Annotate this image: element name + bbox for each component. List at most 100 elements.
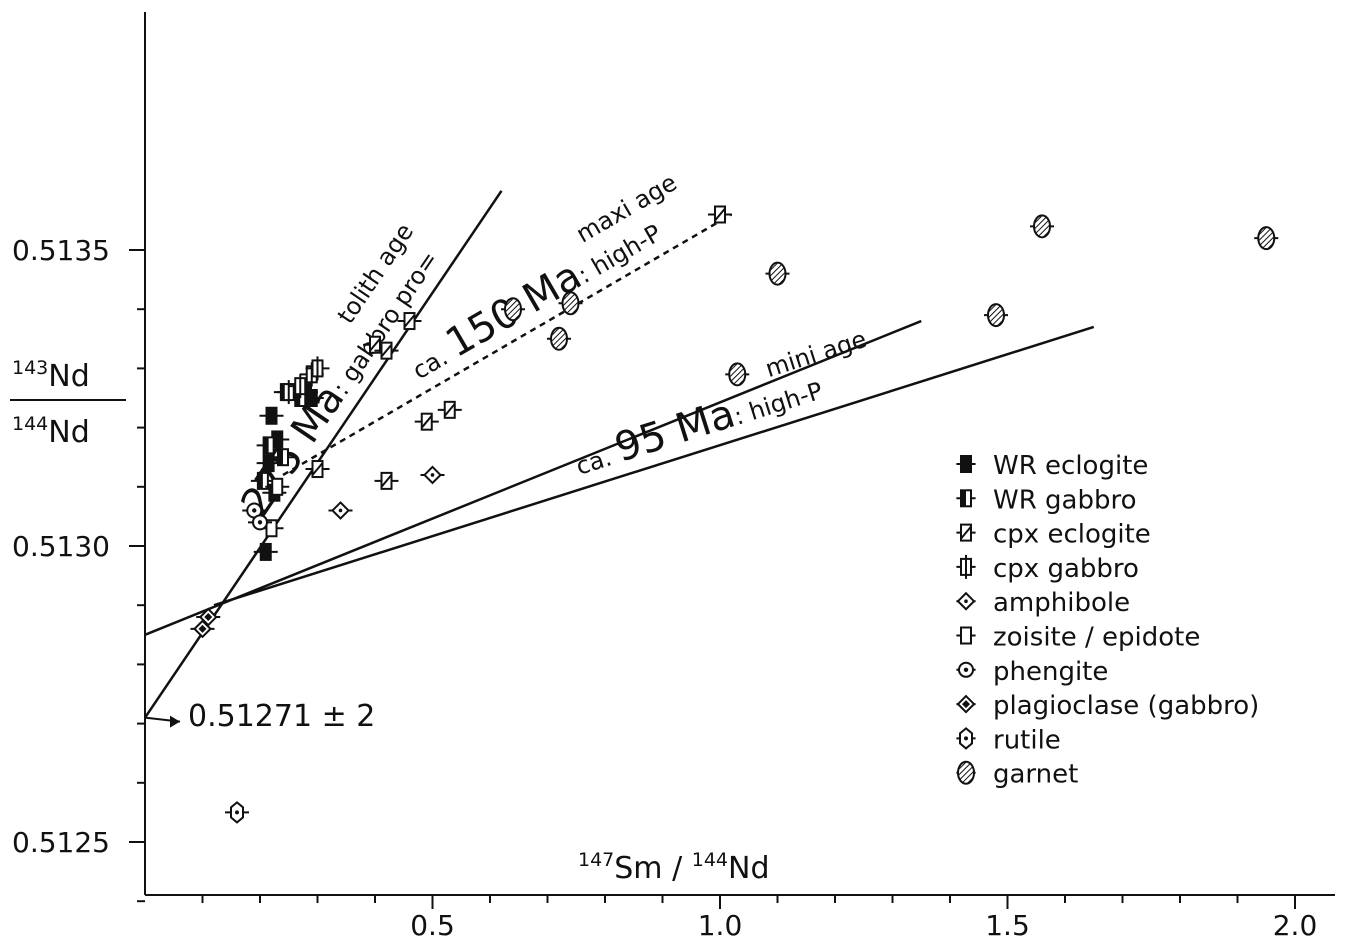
x-label-sup1: 147 (578, 849, 614, 871)
x-label-slash: / (663, 851, 692, 886)
marker-shape (265, 406, 278, 425)
legend-label: phengite (993, 657, 1108, 687)
isochron-line-1 (282, 213, 733, 477)
point-diamond (190, 619, 215, 639)
marker-hatch (960, 525, 972, 540)
marker-dot (964, 736, 968, 741)
x-tick-label: 0.5 (410, 909, 455, 942)
marker-shape (504, 297, 522, 322)
point-diamond-dot (328, 501, 353, 520)
legend-label: WR gabbro (993, 485, 1137, 515)
legend-marker-plus-square (956, 554, 976, 579)
x-tick-label: 1.5 (985, 909, 1030, 942)
x-label-sup2: 144 (692, 849, 728, 871)
legend-marker-hexagon-dot (956, 727, 976, 750)
marker-shape (259, 542, 272, 561)
legend-marker-open-rect (956, 626, 976, 645)
x-tick-label: 1.0 (698, 909, 743, 942)
legend-marker-hatched-ellipse (956, 760, 976, 785)
marker-shape (987, 303, 1005, 328)
point-filled-square (253, 542, 278, 561)
point-plus-square (288, 374, 313, 399)
point-hatched-square (708, 205, 732, 224)
marker-dot (235, 810, 239, 815)
marker-shape (271, 477, 284, 496)
legend-label: cpx eclogite (993, 520, 1151, 550)
marker-shape (960, 455, 972, 473)
marker-fill (295, 390, 301, 406)
marker-shape (1257, 226, 1276, 251)
point-hatched-ellipse (558, 291, 583, 316)
x-tick-label: 2.0 (1273, 909, 1318, 942)
point-hatched-square (414, 412, 439, 431)
marker-shape (960, 626, 972, 645)
marker-shape (561, 291, 580, 316)
marker-fill (263, 437, 269, 454)
marker-hatch (380, 474, 393, 488)
point-hatched-square (397, 312, 422, 331)
axes: 0.5 1.0 1.5 2.0 0.5125 0.5130 0.5135 (12, 12, 1335, 942)
legend-label: garnet (993, 760, 1078, 790)
intercept-arrow-head (170, 715, 180, 728)
marker-fill (961, 490, 966, 507)
point-hatched-ellipse (725, 362, 750, 387)
y-tick-label: 0.5130 (12, 530, 110, 563)
marker-hatch (714, 207, 726, 222)
legend-marker-diamond (956, 694, 976, 714)
isochron-label-desc: : high-P (731, 377, 826, 431)
point-circle-dot (248, 514, 272, 531)
marker-shape (768, 261, 787, 286)
marker-inner (198, 624, 207, 633)
marker-shape (1033, 214, 1051, 239)
legend-marker-circle-dot (956, 661, 976, 678)
y-label-den-el: Nd (48, 415, 89, 450)
data-points (190, 205, 1279, 824)
point-hatched-ellipse (1030, 214, 1054, 239)
y-tick-label: 0.5135 (12, 234, 110, 267)
point-hatched-square (305, 460, 330, 479)
legend-label: rutile (993, 725, 1061, 755)
point-hatched-square (374, 341, 399, 360)
y-tick-label: 0.5125 (12, 826, 110, 859)
marker-shape (262, 454, 275, 473)
point-plus-square (305, 356, 330, 381)
marker-shape (957, 760, 975, 785)
legend-marker-diamond-dot (956, 591, 976, 611)
marker-shape (550, 326, 568, 351)
point-hatched-ellipse (547, 326, 571, 351)
legend-label: zoisite / epidote (993, 623, 1200, 653)
y-axis-label: 143Nd 144Nd (10, 357, 126, 450)
svg-text:144Nd: 144Nd (12, 413, 90, 450)
point-circle-dot (242, 502, 267, 519)
point-hatched-ellipse (1254, 226, 1279, 251)
marker-hatch (380, 343, 393, 358)
x-label-el1: Sm (614, 851, 662, 886)
point-diamond (196, 607, 221, 627)
isochron-label-line2: mini age (762, 325, 870, 383)
isochron-line-3 (213, 325, 1095, 607)
marker-dot (338, 508, 343, 513)
marker-hatch (311, 462, 324, 476)
legend: WR eclogite WR gabbro cpx eclogite cpx gabb… (956, 451, 1259, 790)
intercept-annotation: 0.51271 ± 2 (188, 699, 375, 734)
marker-dot (252, 508, 257, 513)
legend-label: plagioclase (gabbro) (993, 691, 1259, 721)
point-filled-square (256, 454, 281, 473)
isochron-line-0 (143, 190, 503, 719)
legend-marker-half-square (956, 489, 976, 508)
isochron-label-line1: ca. 150 Ma: high-P (401, 207, 668, 389)
legend-marker-hatched-square (956, 523, 976, 542)
legend-label: cpx gabbro (993, 554, 1139, 584)
legend-marker-filled-square (956, 455, 976, 473)
point-half-square (250, 471, 275, 490)
x-axis-label: 147Sm / 144Nd (578, 849, 769, 886)
point-hatched-square (437, 400, 462, 419)
point-hatched-ellipse (501, 297, 525, 322)
marker-fill (257, 472, 263, 489)
marker-inner (962, 700, 970, 709)
point-hexagon-dot (225, 801, 249, 824)
